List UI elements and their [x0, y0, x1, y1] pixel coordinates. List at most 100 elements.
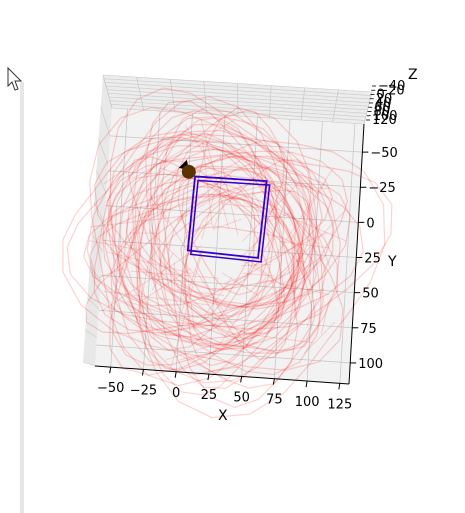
- box-outline-back: [189, 179, 271, 263]
- mesh-edge: [197, 366, 238, 374]
- mesh-edge: [213, 218, 242, 230]
- z-tick-label: 60: [374, 100, 391, 115]
- mesh-loop: [85, 183, 314, 335]
- mesh-edge: [103, 136, 173, 185]
- mesh-edge: [246, 254, 259, 264]
- mesh-loop: [104, 116, 299, 389]
- z-tick-label: −20: [377, 83, 404, 98]
- x-tick-label: 100: [295, 395, 320, 410]
- mesh-edge: [126, 300, 168, 316]
- mesh-edge: [211, 276, 267, 357]
- mesh-edge: [249, 260, 278, 283]
- grid-line-z: [110, 104, 365, 121]
- mesh-loop: [89, 193, 312, 354]
- mesh-edge: [223, 272, 253, 285]
- x-tick-mark: [338, 383, 341, 390]
- mesh-loop: [145, 100, 306, 390]
- mesh-loop: [123, 109, 324, 376]
- mesh-loop: [183, 189, 312, 367]
- mesh-loop: [110, 165, 293, 366]
- grid-line-back: [136, 77, 144, 111]
- z-tick-label: 100: [373, 109, 398, 124]
- mesh-edge: [217, 187, 242, 202]
- mesh-edge: [219, 154, 239, 236]
- mesh-edge: [279, 240, 330, 249]
- mesh-edge: [293, 260, 307, 263]
- mesh-loop: [150, 133, 301, 290]
- x-tick-mark: [141, 369, 144, 376]
- side-pane: [83, 75, 112, 366]
- mesh-edge: [292, 255, 296, 319]
- mesh-edge: [241, 264, 270, 267]
- grid-line-side: [89, 266, 101, 281]
- mesh-edge: [157, 203, 191, 256]
- mesh-edge: [98, 267, 124, 279]
- mesh-loop: [119, 193, 286, 340]
- mesh-edge: [106, 251, 193, 275]
- z-tick-label: 0: [377, 88, 385, 103]
- mesh-loop: [184, 107, 315, 351]
- mesh-loop: [102, 195, 295, 306]
- mesh-edge: [101, 245, 202, 312]
- mesh-edge: [252, 232, 328, 267]
- mesh-edge: [270, 279, 279, 305]
- y-tick-label: −25: [368, 181, 395, 196]
- mesh-loop: [138, 183, 256, 292]
- mesh-edge: [176, 183, 226, 221]
- grid-line-z: [107, 93, 368, 111]
- mesh-edge: [176, 188, 229, 222]
- grid-line-z: [108, 96, 367, 114]
- mesh-loop: [118, 148, 334, 307]
- grid-line-back: [332, 89, 339, 123]
- y-tick-label: 75: [360, 322, 377, 337]
- mesh-edge: [308, 204, 311, 286]
- grid-line-back: [237, 83, 239, 117]
- mesh-edge: [129, 231, 156, 340]
- z-tick-label: 40: [375, 96, 392, 111]
- grid-line-back: [269, 85, 272, 119]
- grid-line-side: [100, 106, 111, 137]
- grid-line-back: [300, 87, 306, 121]
- mesh-edge: [140, 200, 199, 219]
- mesh-loop: [101, 167, 323, 347]
- mesh-edge: [203, 277, 233, 317]
- grid-line-side: [102, 74, 113, 109]
- mesh-loop: [113, 133, 386, 419]
- left-scroll-track: [20, 82, 24, 513]
- mesh-edge: [148, 229, 196, 276]
- y-axis-line: [348, 123, 365, 385]
- grid-line-side: [96, 170, 107, 195]
- mesh-edge: [222, 272, 259, 297]
- mesh-loop: [131, 110, 288, 351]
- z-tick-label: 80: [374, 105, 391, 120]
- grid-line-x: [339, 123, 356, 384]
- mesh-edge: [304, 321, 336, 354]
- grid-line-x: [143, 111, 161, 370]
- mesh-edge: [194, 269, 249, 348]
- mesh-loop: [156, 123, 334, 346]
- grid-line-y: [110, 135, 363, 153]
- x-tick-mark: [109, 367, 112, 374]
- grid-line-z: [102, 74, 373, 93]
- mesh-edge: [290, 182, 326, 240]
- mesh-loop: [126, 132, 300, 310]
- mesh-loop: [110, 185, 278, 351]
- grid-line-x: [273, 119, 291, 379]
- grid-line-side: [82, 361, 96, 367]
- mesh-loop: [127, 156, 306, 308]
- mesh-edge: [201, 194, 215, 240]
- grid-line-z: [111, 107, 365, 125]
- y-tick-label: −50: [370, 146, 397, 161]
- mesh-edge: [271, 274, 292, 316]
- z-axis-label: Z: [408, 67, 418, 83]
- mesh-edge: [146, 190, 168, 223]
- y-axis-ticks: −50 −25 0 25 50 75 100: [348, 123, 398, 385]
- mesh-edge: [234, 280, 267, 344]
- grid-line-back: [203, 81, 207, 115]
- x-tick-mark: [240, 376, 243, 383]
- mesh-edge: [181, 248, 203, 313]
- x-tick-label: 125: [327, 397, 352, 412]
- x-tick-mark: [174, 371, 177, 378]
- mesh-loop: [135, 116, 282, 307]
- mesh-loop: [136, 155, 364, 341]
